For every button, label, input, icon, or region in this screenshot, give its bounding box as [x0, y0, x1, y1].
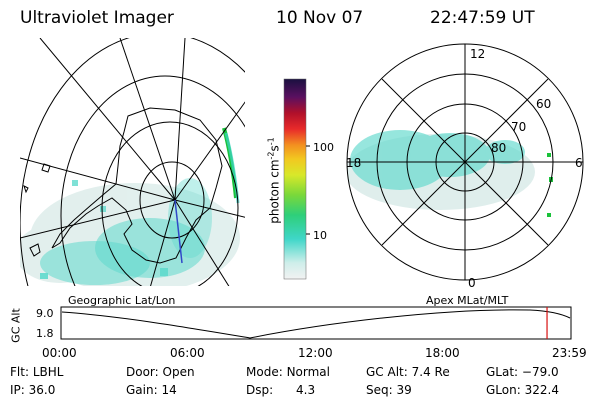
timeline-xtick-0600: 06:00 — [170, 346, 205, 360]
mlt-label-6: 6 — [575, 156, 583, 170]
gcalt-info: GC Alt: 7.4 Re — [366, 365, 450, 379]
mlt-label-12: 12 — [470, 47, 486, 61]
glon-info: GLon: 322.4 — [486, 383, 559, 397]
subsatellite-trace — [174, 199, 183, 264]
colorbar-tick-100: 100 — [313, 141, 334, 154]
timeline-ytick-top: 9.0 — [36, 307, 54, 320]
mlat-label-60: 60 — [536, 97, 552, 111]
longitude-lines — [20, 38, 245, 286]
latitude-circles — [20, 38, 245, 286]
geographic-map — [20, 38, 245, 286]
instrument-title: Ultraviolet Imager — [20, 8, 174, 28]
timeline-xtick-1800: 18:00 — [425, 346, 460, 360]
polar-aurora — [350, 130, 525, 190]
door-info: Door: Open — [126, 365, 195, 379]
date-label: 10 Nov 07 — [276, 8, 364, 28]
ip-info: IP: 36.0 — [10, 383, 56, 397]
geo-frame-title: Geographic Lat/Lon — [68, 294, 176, 307]
aurora-emission — [40, 178, 212, 285]
altitude-timeline — [60, 306, 572, 340]
mode-info: Mode: Normal — [246, 365, 330, 379]
apex-frame-title: Apex MLat/MLT — [426, 294, 509, 307]
seq-info: Seq: 39 — [366, 383, 412, 397]
mlat-label-70: 70 — [511, 120, 527, 134]
gain-info: Gain: 14 — [126, 383, 177, 397]
altitude-curve — [61, 309, 571, 339]
timeline-xtick-2359: 23:59 — [552, 346, 587, 360]
colorbar-tick-10: 10 — [313, 229, 327, 242]
continent-outline — [51, 107, 223, 264]
mlt-spokes — [347, 44, 583, 280]
dsp-info: Dsp: 4.3 — [246, 383, 316, 397]
mlt-label-18: 18 — [346, 156, 362, 170]
timeline-xtick-1200: 12:00 — [298, 346, 333, 360]
colorbar-unit-label: photon cm-2s-1 — [266, 137, 282, 224]
mlat-label-80: 80 — [491, 141, 507, 155]
filter-info: Flt: LBHL — [10, 365, 64, 379]
colorbar — [283, 78, 310, 280]
timeline-ylabel: GC Alt — [9, 308, 23, 343]
limb-emission — [222, 127, 238, 199]
timeline-xtick-0000: 00:00 — [42, 346, 77, 360]
polar-mlt-plot — [346, 43, 584, 281]
time-label: 22:47:59 UT — [430, 8, 535, 28]
mlt-label-0: 0 — [468, 276, 476, 290]
timeline-ytick-bottom: 1.8 — [36, 327, 54, 340]
glat-info: GLat: −79.0 — [486, 365, 559, 379]
